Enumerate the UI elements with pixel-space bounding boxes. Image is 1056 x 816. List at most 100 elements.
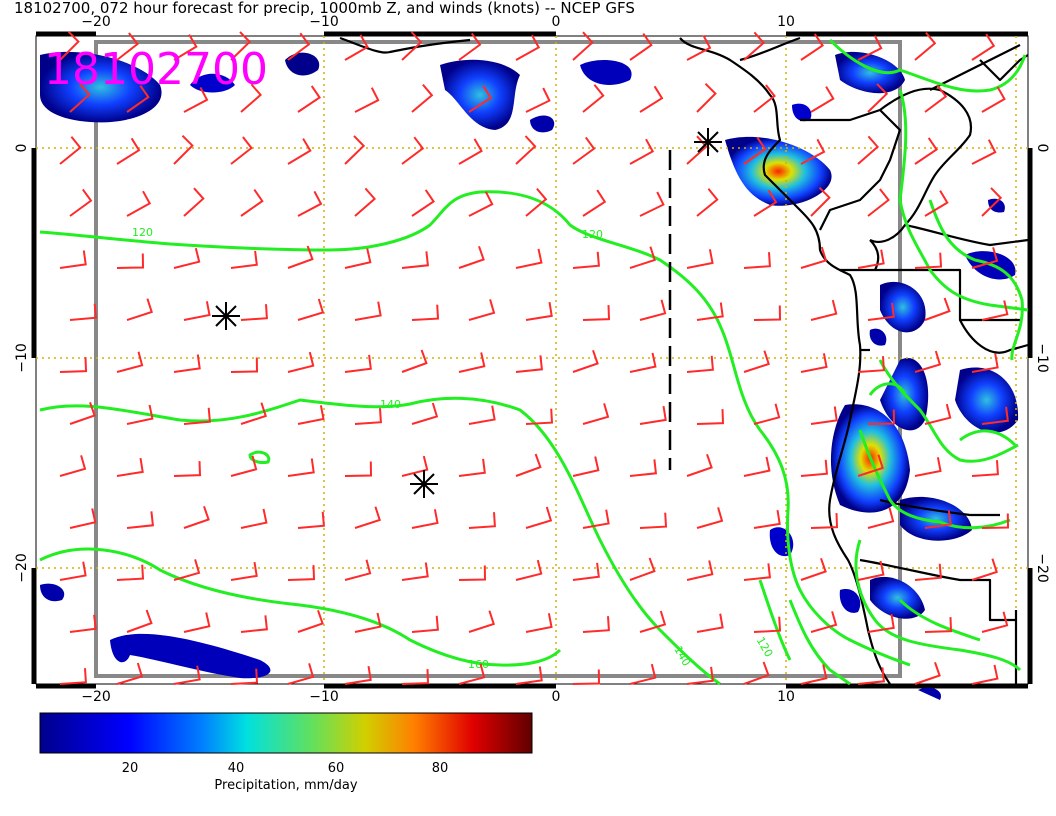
- wind-barb: [971, 460, 999, 477]
- wind-barb: [525, 301, 553, 321]
- wind-barb: [411, 615, 439, 633]
- latitude-ticks-left: 0 −10 −20: [14, 144, 30, 583]
- wind-barb: [639, 85, 664, 113]
- wind-barb: [173, 354, 201, 373]
- wind-barb: [639, 405, 667, 425]
- contour-label: 120: [582, 228, 603, 241]
- wind-barb: [525, 613, 553, 633]
- wind-barb: [287, 245, 314, 269]
- wind-barb: [743, 350, 770, 373]
- wind-barb: [800, 459, 828, 477]
- wind-barb: [525, 408, 554, 425]
- wind-barb: [572, 562, 600, 581]
- wind-barb: [525, 506, 553, 529]
- graticule: [36, 36, 1028, 684]
- wind-barb: [914, 137, 938, 165]
- wind-barb: [401, 455, 429, 477]
- wind-barb: [230, 31, 252, 61]
- wind-barb: [629, 33, 653, 61]
- wind-barb: [582, 616, 610, 633]
- wind-barb: [629, 246, 656, 269]
- wind-barb: [183, 301, 211, 321]
- wind-barb: [297, 405, 325, 425]
- wind-barb: [800, 557, 827, 581]
- wind-barb: [69, 401, 96, 425]
- wind-barb: [458, 138, 483, 165]
- asterisk-marker: [212, 302, 240, 330]
- asterisk-markers: [212, 128, 722, 498]
- wind-barb: [468, 512, 496, 529]
- lon-tick-label: 0: [552, 14, 561, 30]
- wind-barb: [401, 136, 425, 165]
- lon-tick-label: 10: [777, 689, 795, 705]
- wind-barb: [582, 403, 610, 425]
- wind-barb: [696, 507, 724, 529]
- wind-barb: [116, 32, 139, 61]
- wind-barb: [867, 302, 895, 321]
- wind-barb: [287, 458, 315, 477]
- wind-barb: [69, 303, 97, 321]
- wind-barb: [639, 191, 665, 217]
- wind-barb: [686, 34, 712, 61]
- wind-barb: [354, 408, 382, 425]
- wind-barb: [867, 83, 889, 113]
- wind-barb: [686, 355, 714, 373]
- wind-barb: [411, 189, 435, 217]
- wind-barb: [810, 611, 838, 633]
- wind-barb: [344, 354, 372, 373]
- wind-barb: [126, 298, 153, 321]
- wind-barb: [126, 511, 155, 529]
- wind-barb: [230, 561, 258, 581]
- wind-barb: [126, 609, 153, 633]
- wind-barb: [183, 187, 205, 217]
- wind-barbs: [59, 30, 1010, 685]
- wind-barb: [696, 302, 724, 321]
- wind-barb: [287, 351, 315, 373]
- wind-barb: [857, 249, 885, 269]
- date-stamp: 18102700: [44, 44, 268, 95]
- wind-barb: [582, 84, 605, 113]
- lat-tick-label: −20: [1034, 553, 1050, 583]
- wind-barb: [525, 187, 548, 217]
- wind-barb: [515, 248, 543, 269]
- wind-barb: [297, 190, 323, 217]
- wind-barb: [753, 305, 782, 321]
- wind-barb: [116, 253, 145, 269]
- contour-label: 140: [380, 398, 401, 411]
- wind-barb: [354, 187, 377, 217]
- latitude-ticks-right: 0 −10 −20: [1034, 144, 1050, 583]
- wind-barb: [686, 135, 708, 165]
- wind-barb: [981, 187, 1003, 217]
- wind-barb: [753, 509, 781, 529]
- wind-barb: [924, 84, 948, 113]
- wind-barb: [914, 563, 942, 581]
- wind-barb: [572, 349, 599, 373]
- wind-barb: [857, 356, 885, 373]
- wind-barb: [287, 32, 311, 61]
- wind-barb: [971, 247, 999, 269]
- wind-barb: [639, 512, 668, 529]
- asterisk-marker: [694, 128, 722, 156]
- longitude-ticks-bottom: −20 −10 0 10: [81, 689, 795, 705]
- wind-barb: [810, 513, 839, 529]
- wind-barb: [810, 299, 838, 321]
- wind-barb: [173, 461, 202, 477]
- wind-barb: [126, 190, 152, 217]
- wind-barb: [116, 351, 144, 373]
- wind-barb: [924, 190, 949, 217]
- wind-barb: [686, 249, 714, 269]
- wind-barb: [857, 454, 884, 477]
- wind-barb: [857, 667, 886, 685]
- precipitation-field: [40, 51, 1019, 700]
- wind-barb: [116, 564, 145, 581]
- coastlines: [339, 36, 1029, 685]
- wind-barb: [867, 613, 895, 633]
- wind-barb: [344, 461, 373, 477]
- wind-barb: [401, 669, 430, 685]
- wind-barb: [800, 138, 826, 165]
- wind-barb: [344, 665, 372, 685]
- wind-barb: [173, 134, 194, 165]
- wind-barb: [458, 245, 485, 269]
- lat-tick-label: −20: [14, 553, 30, 583]
- wind-barb: [69, 188, 93, 217]
